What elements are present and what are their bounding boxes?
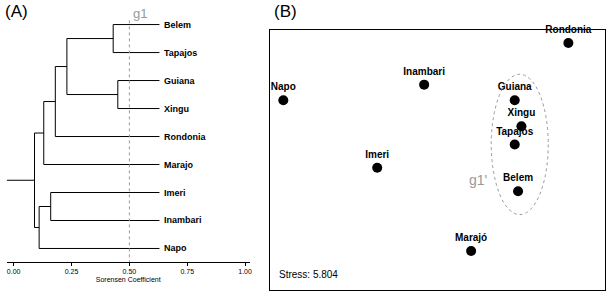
svg-text:Xingu: Xingu [164,104,189,114]
svg-text:Stress: 5.804: Stress: 5.804 [279,269,338,280]
svg-text:0.75: 0.75 [180,268,194,275]
svg-text:g1': g1' [469,172,487,188]
svg-text:0.50: 0.50 [123,268,137,275]
svg-text:0.00: 0.00 [7,268,21,275]
svg-text:Belem: Belem [164,20,191,30]
svg-text:Marajo: Marajo [164,160,194,170]
svg-text:Tapajos: Tapajos [496,126,533,137]
svg-text:g1: g1 [133,6,147,21]
svg-text:0.25: 0.25 [65,268,79,275]
svg-text:Napo: Napo [271,81,296,92]
svg-text:(A): (A) [5,2,28,21]
svg-text:Tapajos: Tapajos [164,48,197,58]
svg-text:Imeri: Imeri [365,149,389,160]
svg-text:Rondonia: Rondonia [545,24,592,35]
svg-text:Napo: Napo [164,243,187,253]
svg-text:Inambari: Inambari [164,215,202,225]
svg-text:Sorensen Coefficient: Sorensen Coefficient [96,276,161,283]
svg-text:Guiana: Guiana [498,81,532,92]
svg-text:Marajó: Marajó [455,232,487,243]
svg-text:1.00: 1.00 [238,268,252,275]
svg-text:(B): (B) [274,2,297,21]
svg-text:Belem: Belem [503,172,533,183]
svg-text:Guiana: Guiana [164,76,196,86]
svg-text:Inambari: Inambari [403,66,445,77]
svg-text:Imeri: Imeri [164,188,186,198]
svg-text:Rondonia: Rondonia [164,132,206,142]
svg-text:Xingu: Xingu [508,107,536,118]
